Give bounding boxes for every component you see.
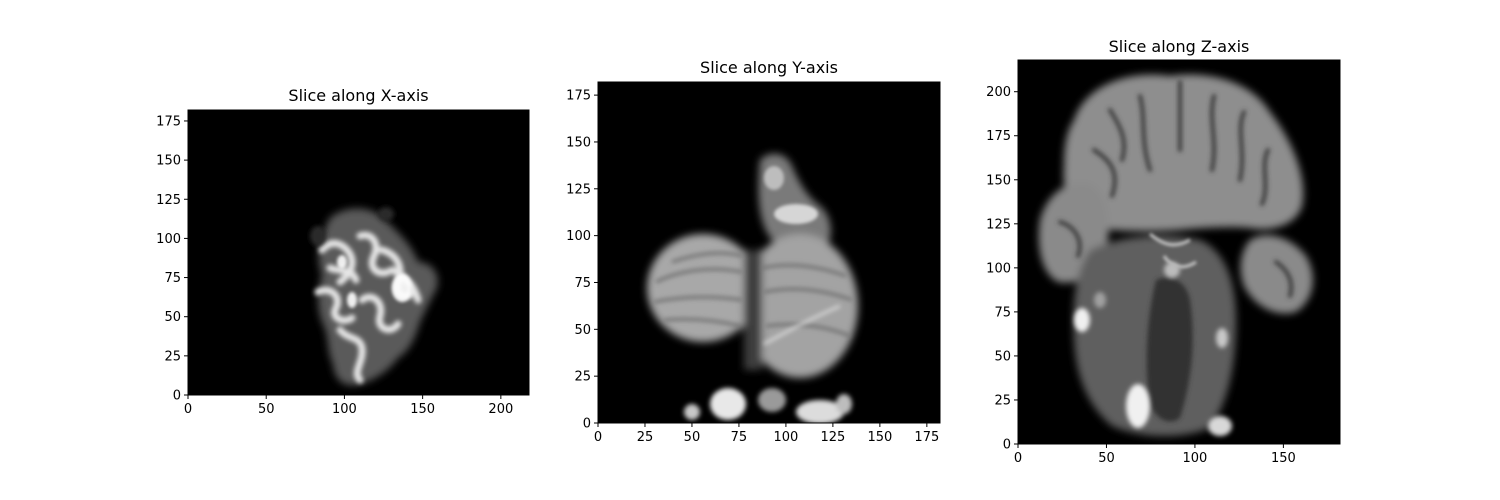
x-tick-label: 50 bbox=[258, 402, 275, 417]
y-tick-label: 25 bbox=[574, 370, 591, 385]
axis-frame bbox=[187, 109, 530, 396]
y-tick-label: 150 bbox=[566, 135, 591, 150]
x-tick-label: 100 bbox=[332, 402, 357, 417]
panel-y: Slice along Y-axis bbox=[566, 58, 941, 445]
axis-frame bbox=[1017, 59, 1341, 445]
panel-x: Slice along X-axis bbox=[156, 86, 530, 417]
x-tick-label: 100 bbox=[773, 430, 798, 445]
panel-title: Slice along Z-axis bbox=[1109, 37, 1250, 56]
brain-slice-image bbox=[647, 153, 858, 423]
x-tick-label: 100 bbox=[1183, 451, 1208, 466]
x-tick-label: 175 bbox=[914, 430, 939, 445]
x-tick-label: 50 bbox=[684, 430, 701, 445]
brain-slice-image bbox=[310, 207, 438, 386]
x-tick-label: 150 bbox=[1271, 451, 1296, 466]
y-tick-label: 50 bbox=[164, 310, 181, 325]
y-tick-label: 175 bbox=[566, 89, 591, 104]
panel-z: Slice along Z-axis bbox=[986, 37, 1341, 466]
panel-title: Slice along X-axis bbox=[288, 86, 428, 105]
y-tick-label: 0 bbox=[583, 417, 591, 432]
y-tick-label: 100 bbox=[986, 261, 1011, 276]
x-tick-label: 0 bbox=[184, 402, 192, 417]
y-ticks: 0 25 50 75 100 125 150 175 bbox=[566, 89, 598, 432]
y-tick-label: 150 bbox=[156, 154, 181, 169]
y-tick-label: 0 bbox=[1003, 438, 1011, 453]
x-ticks: 0 50 100 150 bbox=[1014, 444, 1296, 466]
y-tick-label: 125 bbox=[986, 217, 1011, 232]
x-tick-label: 50 bbox=[1098, 451, 1115, 466]
y-ticks: 0 25 50 75 100 125 150 175 200 bbox=[986, 85, 1018, 453]
y-tick-label: 125 bbox=[566, 182, 591, 197]
y-tick-label: 175 bbox=[986, 129, 1011, 144]
y-tick-label: 75 bbox=[164, 271, 181, 286]
x-tick-label: 200 bbox=[488, 402, 513, 417]
x-ticks: 0 25 50 75 100 125 150 175 bbox=[594, 423, 939, 445]
panel-title: Slice along Y-axis bbox=[700, 58, 838, 77]
y-tick-label: 150 bbox=[986, 173, 1011, 188]
y-ticks: 0 25 50 75 100 125 150 175 bbox=[156, 114, 188, 404]
y-tick-label: 75 bbox=[574, 276, 591, 291]
y-tick-label: 125 bbox=[156, 193, 181, 208]
y-tick-label: 100 bbox=[566, 229, 591, 244]
x-tick-label: 25 bbox=[637, 430, 654, 445]
x-tick-label: 125 bbox=[820, 430, 845, 445]
x-tick-label: 0 bbox=[594, 430, 602, 445]
x-tick-label: 0 bbox=[1014, 451, 1022, 466]
y-tick-label: 75 bbox=[994, 305, 1011, 320]
axis-frame bbox=[597, 81, 941, 424]
y-tick-label: 50 bbox=[574, 323, 591, 338]
y-tick-label: 0 bbox=[173, 389, 181, 404]
y-tick-label: 25 bbox=[994, 393, 1011, 408]
x-ticks: 0 50 100 150 200 bbox=[184, 395, 513, 417]
y-tick-label: 50 bbox=[994, 349, 1011, 364]
x-tick-label: 75 bbox=[731, 430, 748, 445]
x-tick-label: 150 bbox=[867, 430, 892, 445]
y-tick-label: 200 bbox=[986, 85, 1011, 100]
y-tick-label: 175 bbox=[156, 114, 181, 129]
x-tick-label: 150 bbox=[410, 402, 435, 417]
y-tick-label: 100 bbox=[156, 232, 181, 247]
brain-slice-image bbox=[1038, 74, 1313, 437]
y-tick-label: 25 bbox=[164, 349, 181, 364]
